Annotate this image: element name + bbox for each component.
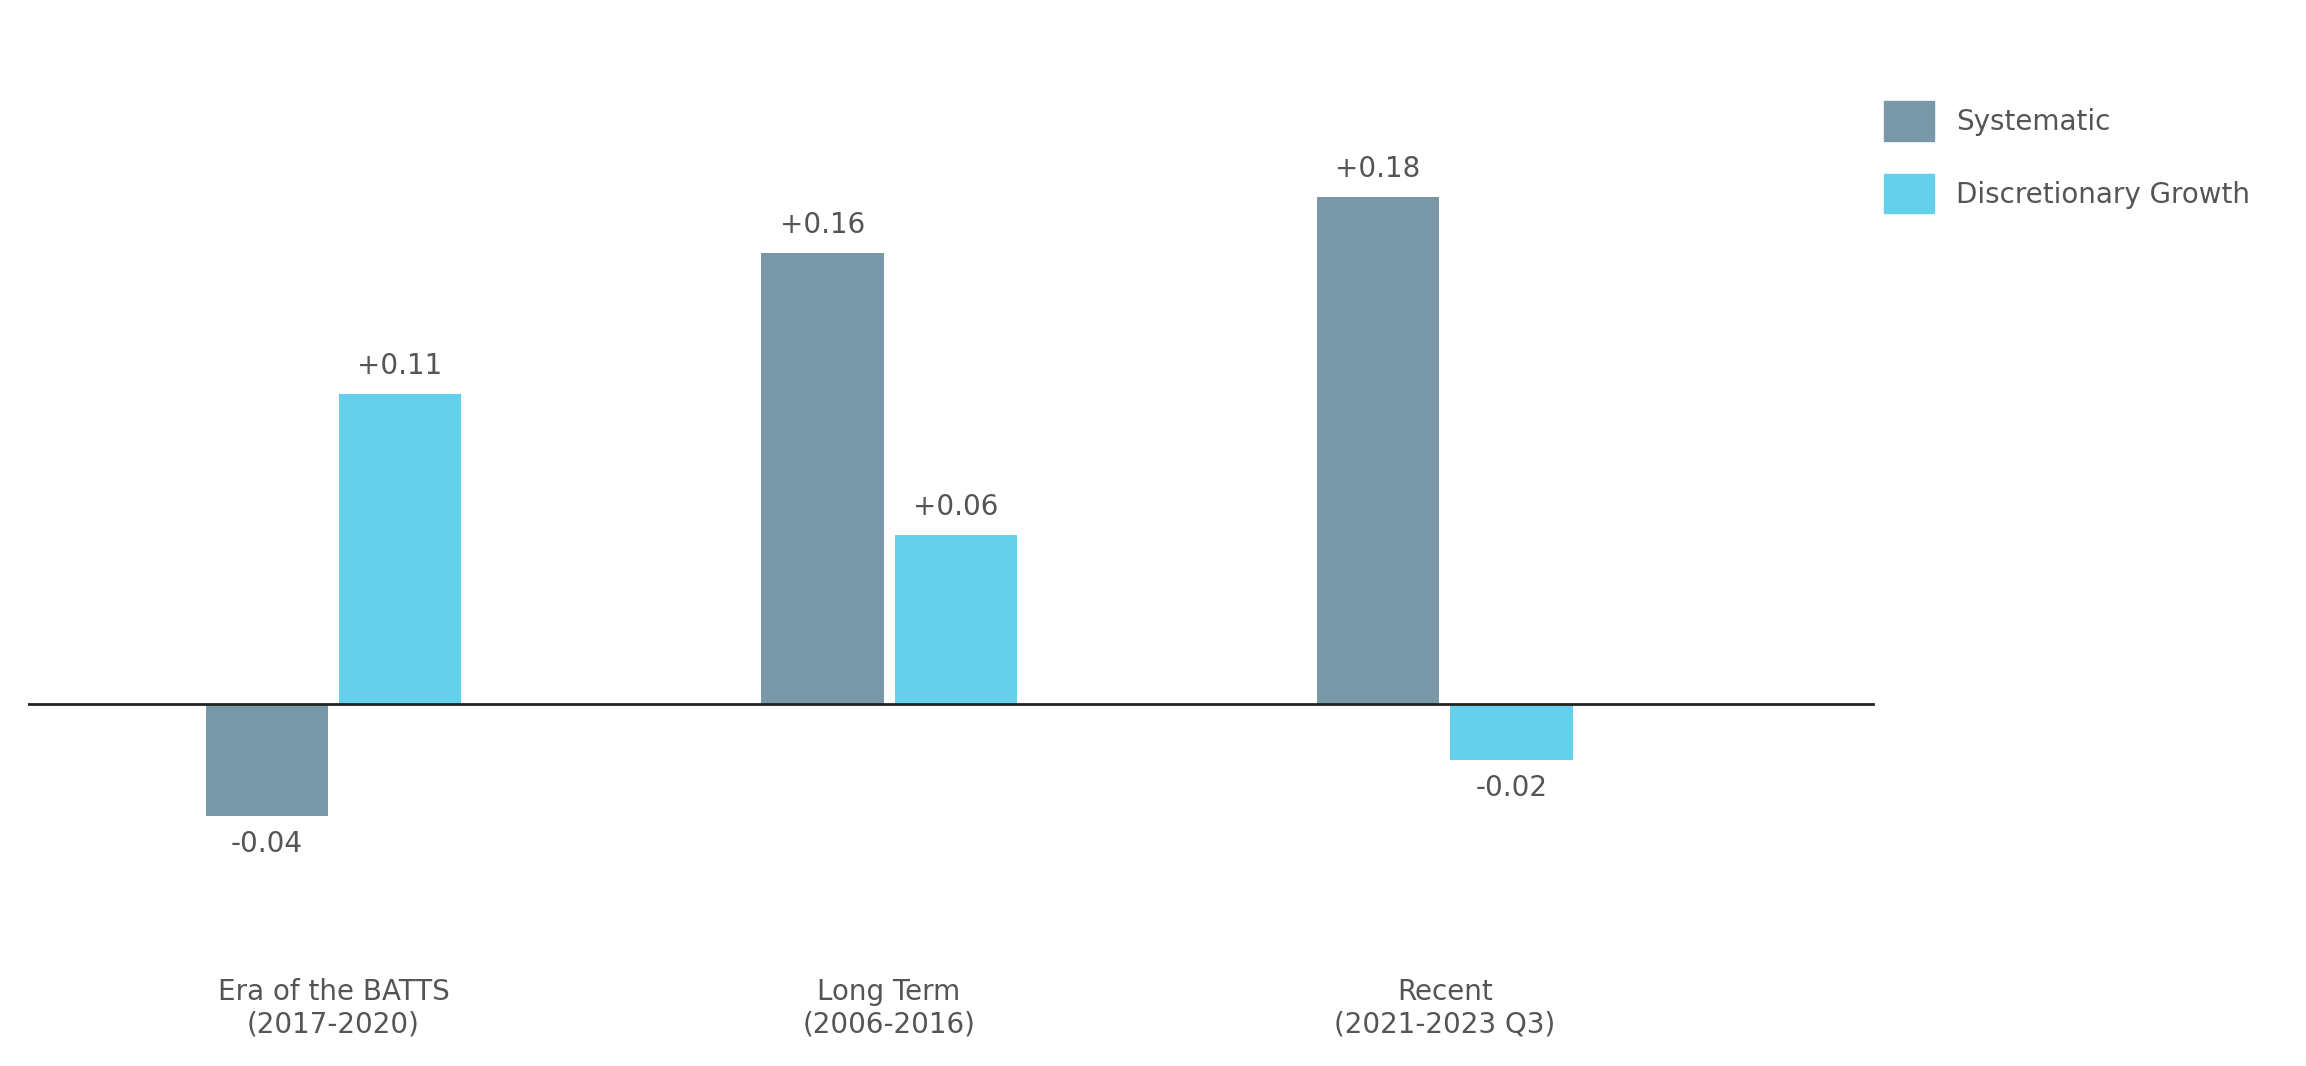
Bar (1450, 704, 1573, 760)
Text: -0.04: -0.04 (231, 830, 302, 858)
Bar (205, 704, 327, 817)
Bar (761, 253, 883, 704)
Bar (339, 394, 461, 704)
Text: +0.18: +0.18 (1335, 155, 1420, 182)
Text: +0.11: +0.11 (357, 352, 443, 379)
Bar (895, 535, 1017, 704)
Text: +0.06: +0.06 (913, 492, 998, 520)
Text: -0.02: -0.02 (1476, 774, 1547, 802)
Bar (1317, 197, 1439, 704)
Text: +0.16: +0.16 (779, 211, 865, 239)
Legend: Systematic, Discretionary Growth: Systematic, Discretionary Growth (1870, 87, 2264, 227)
